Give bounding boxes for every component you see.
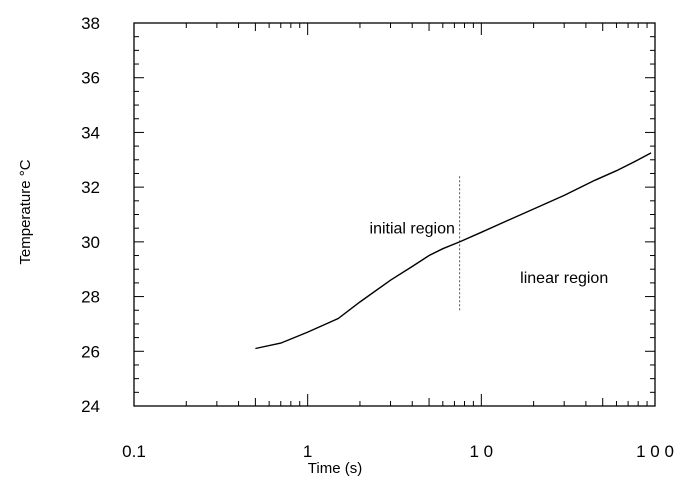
y-tick-label: 36 [81,69,100,88]
axis-ticks [133,22,655,407]
y-tick-label: 28 [81,288,100,307]
x-tick-label: 1 0 0 [636,442,674,461]
x-tick-label: 0.1 [122,442,146,461]
region-annotation: linear region [520,270,608,287]
y-tick-label: 24 [81,397,100,416]
y-tick-label: 34 [81,123,100,142]
y-tick-label: 38 [81,14,100,33]
x-tick-label: 1 [303,442,312,461]
x-tick-label: 1 0 [470,442,494,461]
annotations: initial region linear region [370,221,609,287]
region-annotation: initial region [370,221,455,238]
y-tick-label: 32 [81,178,100,197]
y-tick-label: 26 [81,342,100,361]
x-axis-title: Time (s) [308,460,362,477]
y-tick-label: 30 [81,233,100,252]
y-axis-title: Temperature °C [17,159,34,264]
x-tick-labels: 0.1 1 1 0 1 0 0 [122,442,674,461]
plot-frame [133,22,656,407]
temperature-curve [255,152,652,350]
y-tick-labels: 24 26 28 30 32 34 36 38 [81,14,100,416]
